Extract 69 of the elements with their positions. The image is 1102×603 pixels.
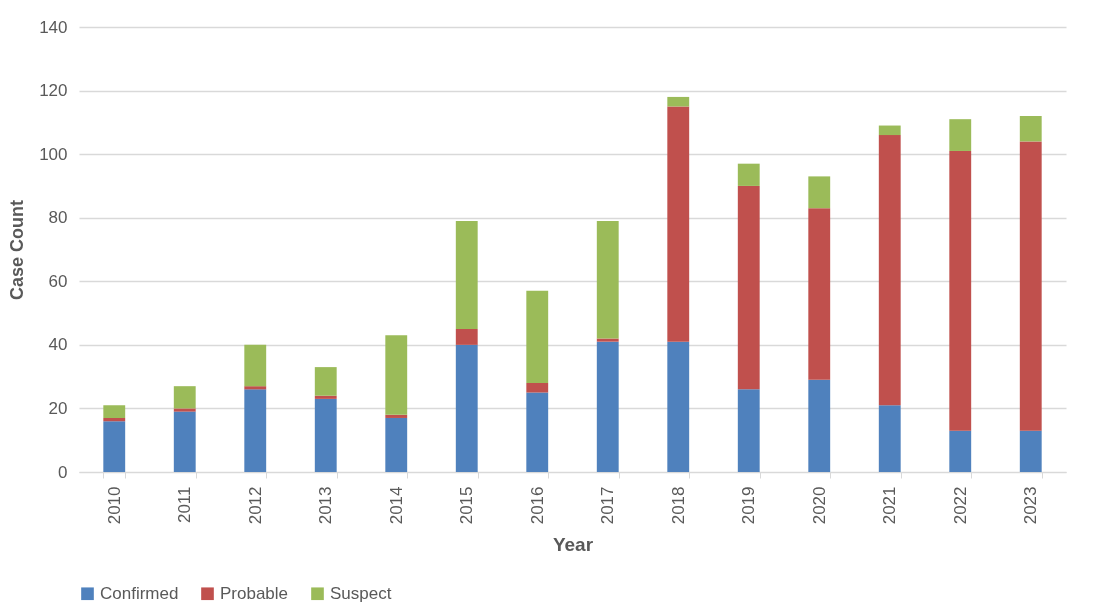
x-tick-label: 2022 bbox=[950, 486, 970, 525]
bar bbox=[667, 96, 690, 107]
bar bbox=[173, 386, 196, 409]
y-axis-title: Case Count bbox=[7, 199, 28, 301]
bar bbox=[1019, 116, 1042, 142]
bar bbox=[244, 344, 267, 387]
bar bbox=[596, 220, 619, 339]
x-tick-label: 2011 bbox=[175, 486, 195, 524]
legend-label: Suspect bbox=[330, 583, 392, 603]
bar bbox=[455, 344, 478, 472]
bar bbox=[244, 386, 267, 390]
y-tick-label: 40 bbox=[48, 335, 68, 355]
bar bbox=[103, 405, 126, 418]
x-tick-label: 2010 bbox=[104, 486, 124, 525]
bar bbox=[737, 389, 760, 472]
y-tick-label: 0 bbox=[58, 462, 68, 482]
bar bbox=[455, 328, 478, 345]
x-axis-title: Year bbox=[552, 534, 594, 556]
bar bbox=[173, 411, 196, 472]
bar bbox=[878, 135, 901, 406]
bar bbox=[455, 220, 478, 329]
y-tick-label: 120 bbox=[39, 81, 68, 101]
y-tick-label: 60 bbox=[48, 271, 68, 291]
bar bbox=[314, 367, 337, 396]
x-tick-label: 2017 bbox=[598, 486, 618, 525]
x-tick-label: 2019 bbox=[739, 486, 759, 525]
legend-label: Confirmed bbox=[100, 583, 179, 603]
bar bbox=[314, 395, 337, 399]
bar bbox=[949, 119, 972, 151]
bar bbox=[949, 150, 972, 431]
bar bbox=[737, 163, 760, 186]
x-tick-label: 2013 bbox=[316, 486, 336, 525]
y-tick-label: 80 bbox=[48, 208, 68, 228]
x-tick-label: 2015 bbox=[457, 486, 477, 525]
bar bbox=[385, 414, 408, 418]
x-tick-label: 2021 bbox=[880, 486, 900, 525]
legend-label: Probable bbox=[220, 583, 289, 603]
bar bbox=[667, 341, 690, 472]
bar bbox=[526, 383, 549, 393]
bar bbox=[1019, 141, 1042, 431]
bar bbox=[737, 185, 760, 390]
bar bbox=[596, 338, 619, 342]
bar bbox=[103, 417, 126, 422]
y-tick-label: 100 bbox=[39, 144, 68, 164]
bar bbox=[103, 421, 126, 472]
bar bbox=[808, 176, 831, 209]
bar bbox=[667, 106, 690, 342]
y-tick-label: 140 bbox=[39, 17, 68, 37]
x-tick-label: 2012 bbox=[245, 486, 265, 525]
bar bbox=[878, 125, 901, 136]
bar bbox=[808, 208, 831, 380]
x-tick-label: 2016 bbox=[527, 486, 547, 525]
y-tick-label: 20 bbox=[48, 398, 68, 418]
bar bbox=[244, 389, 267, 472]
x-tick-label: 2018 bbox=[668, 486, 688, 525]
bar bbox=[596, 341, 619, 472]
bar bbox=[385, 335, 408, 415]
x-tick-label: 2023 bbox=[1021, 486, 1041, 525]
bar bbox=[526, 290, 549, 383]
bar bbox=[949, 430, 972, 472]
bar bbox=[385, 417, 408, 472]
bar bbox=[526, 392, 549, 472]
bar bbox=[314, 398, 337, 472]
bar bbox=[1019, 430, 1042, 472]
bar bbox=[173, 408, 196, 412]
bar bbox=[808, 379, 831, 472]
x-tick-label: 2014 bbox=[386, 486, 406, 525]
bar bbox=[878, 405, 901, 472]
x-tick-label: 2020 bbox=[809, 486, 829, 525]
